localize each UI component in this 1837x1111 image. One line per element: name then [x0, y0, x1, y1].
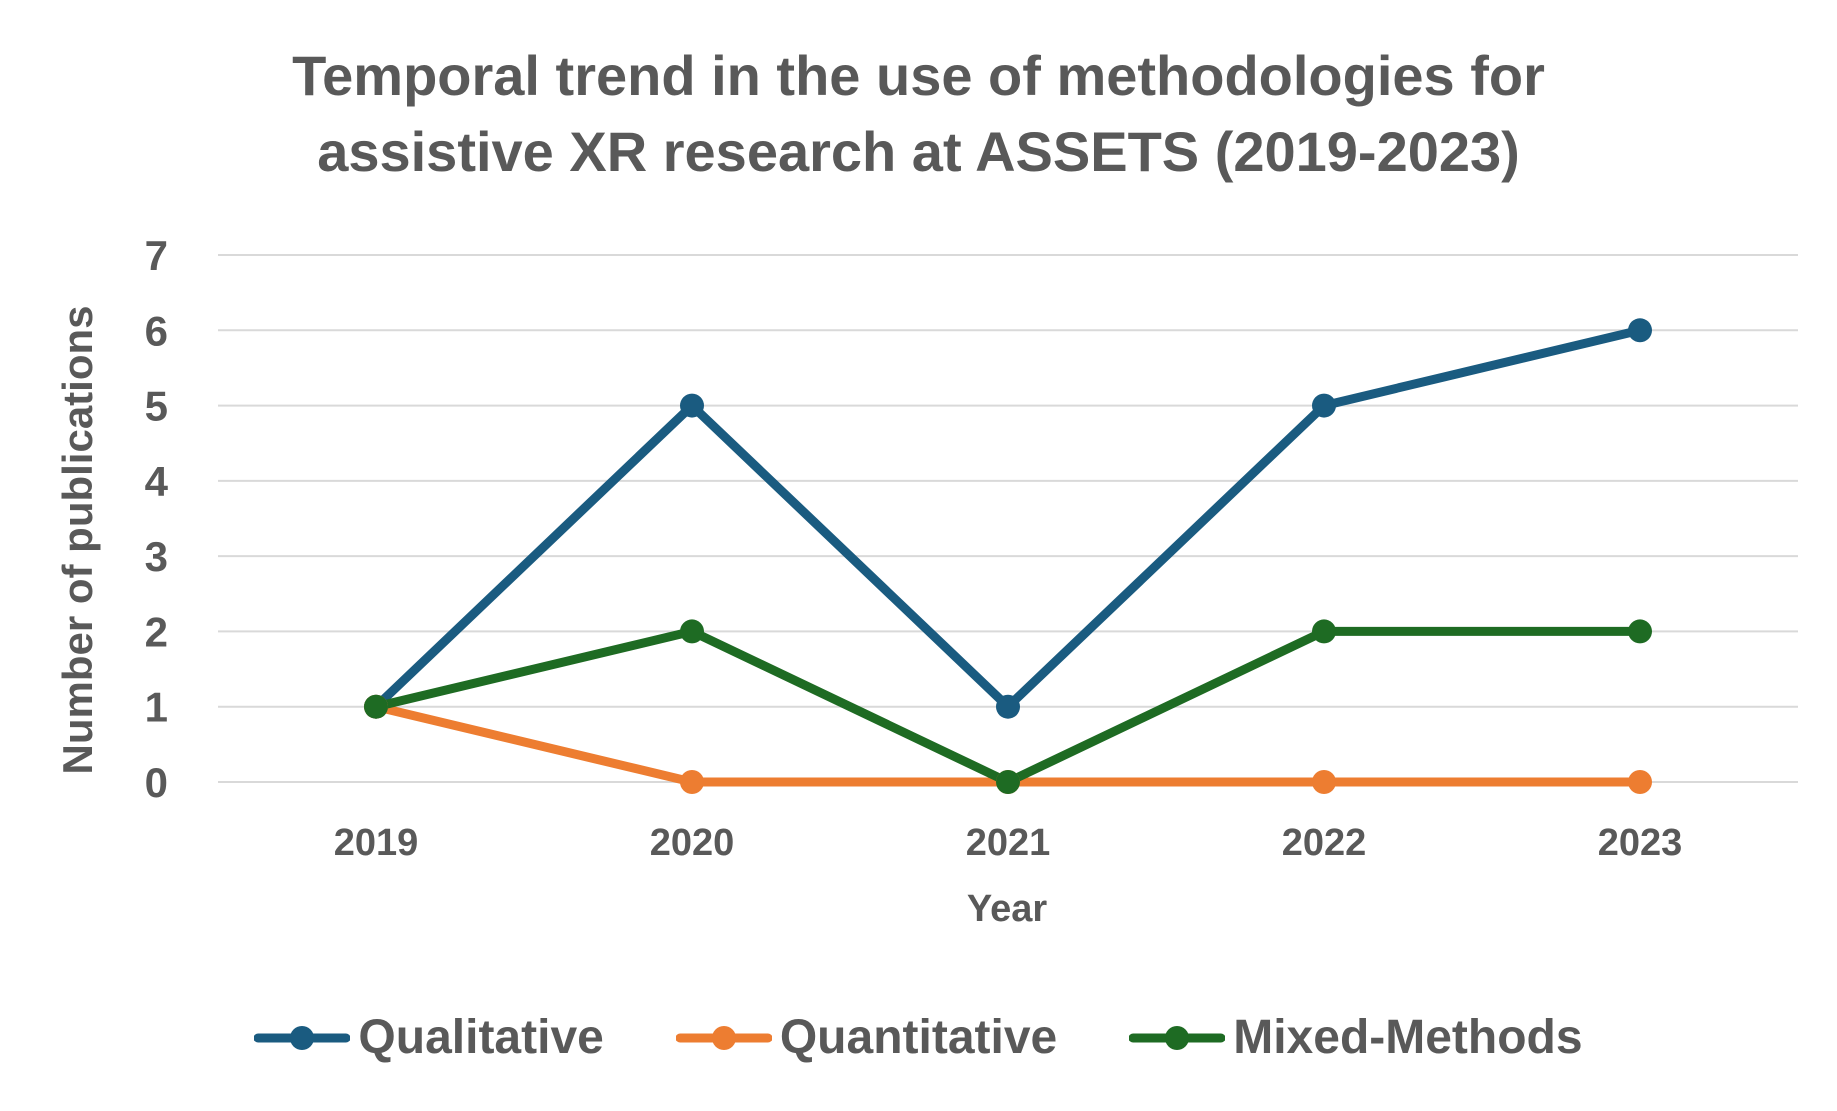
x-tick-label-2019: 2019 — [334, 822, 419, 864]
x-tick-label-2021: 2021 — [966, 822, 1051, 864]
data-point-mixed-methods-2020 — [680, 619, 704, 644]
x-tick-label-2020: 2020 — [650, 822, 735, 864]
data-point-qualitative-2020 — [680, 393, 704, 418]
data-point-qualitative-2022 — [1312, 393, 1336, 418]
legend-label-qualitative: Qualitative — [358, 1011, 604, 1064]
data-point-qualitative-2023 — [1628, 318, 1652, 343]
series-line-qualitative — [371, 325, 1645, 712]
x-tick-label-2023: 2023 — [1598, 822, 1683, 864]
legend-item-mixed-methods: Mixed-Methods — [1129, 1010, 1583, 1065]
data-point-qualitative-2021 — [996, 694, 1020, 719]
data-point-quantitative-2020 — [680, 770, 704, 794]
data-point-mixed-methods-2021 — [996, 770, 1020, 794]
y-tick-label-4: 4 — [145, 458, 169, 505]
chart-legend: Qualitative Quantitative Mixed-Methods — [0, 1010, 1837, 1065]
chart-title-line-1: Temporal trend in the use of methodologi… — [292, 44, 1545, 107]
legend-label-quantitative: Quantitative — [779, 1011, 1058, 1064]
chart-title-line-2: assistive XR research at ASSETS (2019-20… — [317, 120, 1520, 183]
y-tick-label-6: 6 — [145, 307, 168, 354]
data-point-mixed-methods-2022 — [1312, 619, 1336, 644]
y-tick-label-7: 7 — [145, 232, 168, 279]
legend-marker-mixed-methods — [1129, 1025, 1226, 1050]
legend-marker-quantitative — [675, 1025, 772, 1050]
y-tick-label-0: 0 — [145, 759, 168, 806]
x-axis-label: Year — [966, 888, 1048, 930]
x-tick-label-2022: 2022 — [1282, 822, 1367, 864]
y-tick-label-3: 3 — [145, 533, 168, 580]
y-tick-label-1: 1 — [145, 684, 168, 731]
y-axis-label: Number of publications — [54, 305, 101, 775]
chart-title: Temporal trend in the use of methodologi… — [0, 38, 1837, 190]
legend-marker-qualitative — [254, 1025, 351, 1050]
legend-label-mixed-methods: Mixed-Methods — [1233, 1011, 1583, 1064]
legend-item-quantitative: Quantitative — [675, 1010, 1058, 1065]
legend-item-qualitative: Qualitative — [254, 1010, 604, 1065]
y-tick-label-2: 2 — [145, 608, 168, 655]
y-tick-label-5: 5 — [145, 383, 168, 430]
data-point-mixed-methods-2019 — [364, 694, 388, 719]
data-point-quantitative-2022 — [1312, 770, 1336, 794]
data-point-quantitative-2023 — [1628, 770, 1652, 794]
data-point-mixed-methods-2023 — [1628, 619, 1652, 644]
